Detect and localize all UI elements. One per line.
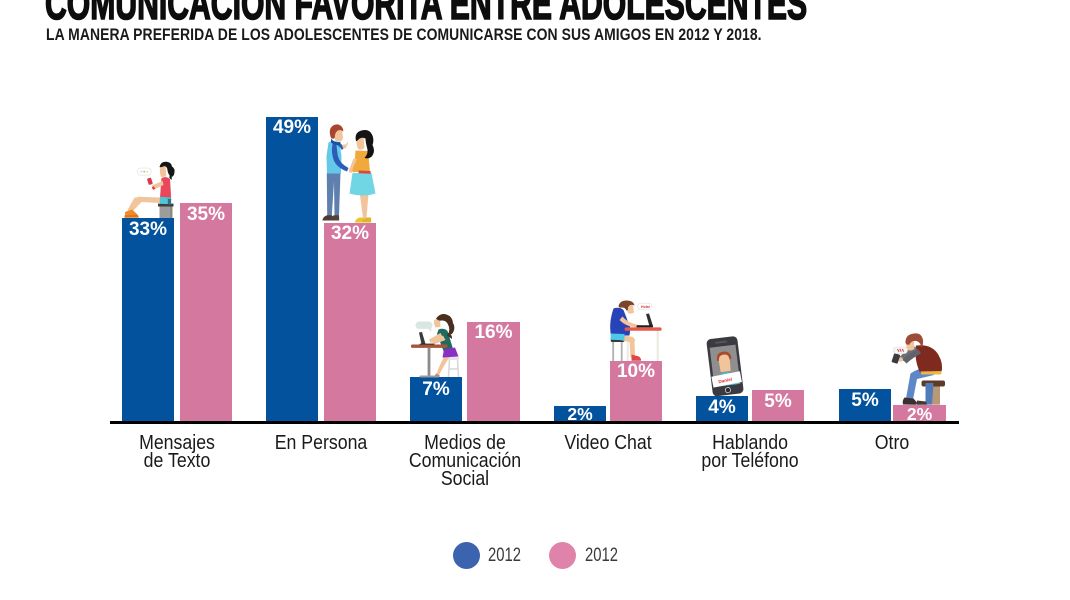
- svg-text:Daniel: Daniel: [718, 377, 732, 385]
- svg-text:Hola!: Hola!: [641, 305, 650, 309]
